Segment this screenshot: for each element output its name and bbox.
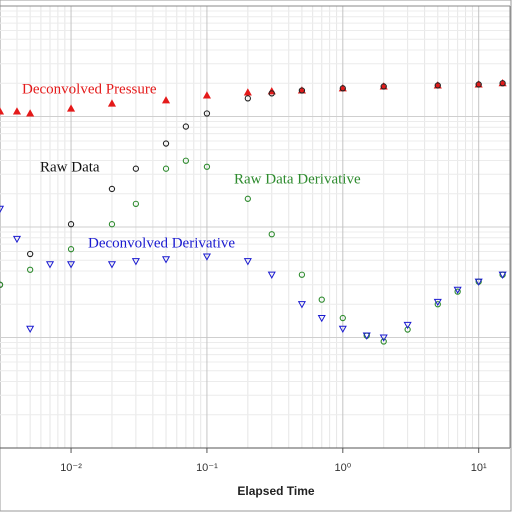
data-point [453, 286, 462, 295]
data-point [474, 278, 483, 286]
data-point [203, 110, 211, 117]
data-point [26, 109, 35, 117]
data-point [339, 314, 346, 322]
data-point [379, 334, 388, 342]
data-point [161, 96, 171, 104]
data-point [132, 165, 140, 172]
data-point [475, 81, 482, 88]
data-point [243, 258, 252, 266]
data-point [132, 200, 140, 207]
data-point [45, 261, 55, 269]
data-point [26, 325, 35, 333]
data-point [267, 271, 276, 279]
data-point [268, 90, 275, 97]
data-point [338, 325, 347, 333]
data-point [243, 88, 252, 96]
data-point [498, 271, 507, 279]
data-point [0, 281, 4, 288]
data-point [454, 288, 461, 295]
data-point [318, 296, 325, 303]
data-point [434, 301, 441, 308]
data-point [244, 195, 251, 202]
data-point [298, 271, 306, 278]
data-point [182, 123, 190, 130]
data-point [0, 205, 5, 214]
data-point [499, 80, 506, 87]
data-point [380, 338, 387, 345]
data-point [162, 140, 170, 147]
data-point [203, 163, 211, 170]
data-point [0, 107, 5, 115]
data-point [131, 258, 140, 266]
series-label: Raw Data [40, 159, 100, 175]
x-tick-label: 10⁻² [60, 462, 82, 474]
data-point [67, 221, 75, 228]
data-point [161, 256, 171, 264]
data-point [202, 91, 211, 99]
series-label: Deconvolved Pressure [22, 81, 157, 97]
data-point [26, 266, 34, 273]
x-tick-label: 10⁻¹ [196, 462, 218, 474]
data-point [380, 83, 387, 90]
data-point [298, 87, 306, 94]
data-point [317, 314, 326, 323]
series-label: Raw Data Derivative [234, 171, 361, 187]
data-point [202, 253, 211, 261]
x-tick-label: 10⁰ [334, 462, 351, 474]
data-point [433, 298, 442, 307]
data-point [12, 235, 22, 244]
data-point [362, 332, 371, 340]
data-point [182, 157, 190, 164]
data-point [66, 261, 76, 269]
series-label: Deconvolved Derivative [88, 235, 235, 251]
data-point [268, 231, 275, 238]
data-point [107, 261, 117, 269]
data-point [108, 221, 116, 228]
data-point [107, 99, 117, 107]
data-point [297, 301, 306, 309]
data-point [434, 82, 441, 89]
data-point [403, 321, 412, 330]
data-point [67, 246, 75, 253]
data-point [339, 85, 346, 92]
x-axis-title: Elapsed Time [237, 484, 314, 498]
x-tick-label: 10¹ [471, 462, 487, 474]
data-point [66, 104, 76, 112]
data-point [244, 95, 251, 102]
data-point [26, 250, 34, 258]
data-point [162, 165, 170, 172]
data-point [12, 107, 22, 115]
data-point [108, 185, 116, 193]
data-point [404, 326, 411, 333]
